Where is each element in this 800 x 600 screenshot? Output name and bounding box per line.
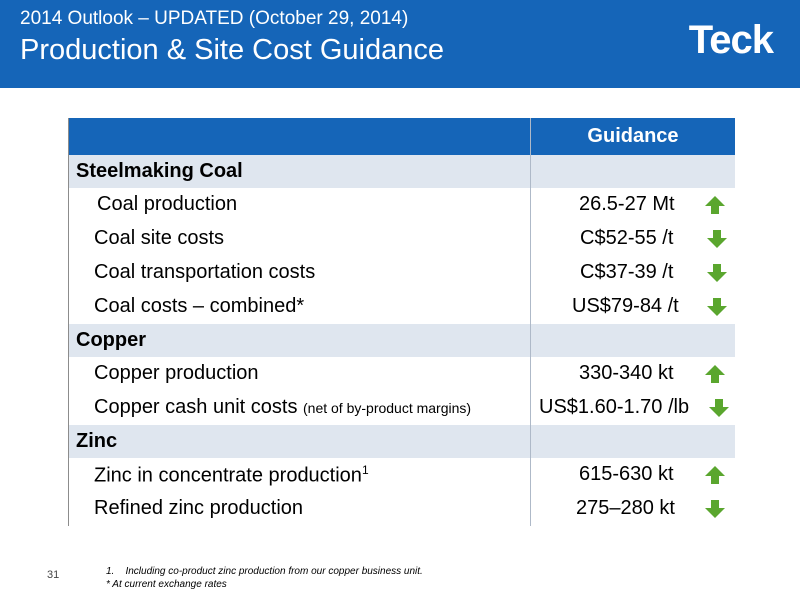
arrow-down-icon	[705, 500, 725, 518]
row-value: US$79-84 /t	[572, 295, 679, 317]
row-label: Refined zinc production	[94, 497, 304, 519]
arrow-down-icon	[707, 298, 727, 316]
table-row: Copper production 330-340 kt	[69, 357, 735, 391]
table-row: Coal site costs C$52-55 /t	[69, 222, 735, 256]
table-header-row: Guidance	[69, 118, 735, 155]
table-left-rule	[68, 118, 69, 526]
row-label: Coal site costs	[94, 227, 225, 249]
section-name: Zinc	[76, 430, 118, 452]
guidance-column-header: Guidance	[587, 125, 679, 147]
arrow-down-icon	[707, 230, 727, 248]
footnote-star: * At current exchange rates	[106, 579, 227, 590]
table-row: Coal production 26.5-27 Mt	[69, 188, 735, 222]
arrow-up-icon	[705, 196, 725, 214]
section-row-zinc: Zinc	[69, 425, 735, 458]
table-row: Refined zinc production 275–280 kt	[69, 492, 735, 526]
row-label-note: (net of by-product margins)	[303, 400, 472, 416]
slide-header: 2014 Outlook – UPDATED (October 29, 2014…	[0, 0, 800, 88]
section-row-steelmaking-coal: Steelmaking Coal	[69, 155, 735, 188]
row-label-text: Copper cash unit costs	[94, 396, 298, 418]
slide-title: Production & Site Cost Guidance	[20, 34, 444, 66]
footnotes: 1. Including co-product zinc production …	[106, 565, 423, 591]
arrow-down-icon	[707, 264, 727, 282]
section-name: Copper	[76, 329, 146, 351]
teck-logo: Teck	[688, 18, 774, 62]
table-row: Coal costs – combined* US$79-84 /t	[69, 290, 735, 324]
table-row: Zinc in concentrate production1 615-630 …	[69, 458, 735, 492]
row-label: Copper production	[94, 362, 259, 384]
row-value: C$52-55 /t	[580, 227, 674, 249]
row-value: 26.5-27 Mt	[579, 193, 675, 215]
section-name: Steelmaking Coal	[76, 160, 243, 182]
footnote-ref: 1	[361, 463, 369, 477]
arrow-up-icon	[705, 365, 725, 383]
row-label: Coal production	[97, 193, 238, 215]
row-label: Copper cash unit costs (net of by-produc…	[94, 396, 471, 419]
row-value: 615-630 kt	[579, 463, 674, 485]
row-label: Coal costs – combined*	[94, 295, 305, 317]
arrow-up-icon	[705, 466, 725, 484]
row-value: US$1.60-1.70 /lb	[539, 396, 690, 418]
row-label-text: Zinc in concentrate production	[94, 464, 362, 487]
footnote-1: 1. Including co-product zinc production …	[106, 566, 423, 577]
row-value: C$37-39 /t	[580, 261, 674, 283]
row-value: 275–280 kt	[576, 497, 675, 519]
page-number: 31	[47, 569, 60, 581]
table-row: Coal transportation costs C$37-39 /t	[69, 256, 735, 290]
section-row-copper: Copper	[69, 324, 735, 357]
row-value: 330-340 kt	[579, 362, 674, 384]
table-row: Copper cash unit costs (net of by-produc…	[69, 391, 735, 425]
guidance-table: Guidance Steelmaking Coal Coal productio…	[68, 118, 735, 526]
row-label: Zinc in concentrate production1	[94, 463, 369, 488]
slide-supertitle: 2014 Outlook – UPDATED (October 29, 2014…	[20, 8, 409, 29]
arrow-down-icon	[709, 399, 729, 417]
column-divider	[530, 118, 531, 526]
row-label: Coal transportation costs	[94, 261, 316, 283]
